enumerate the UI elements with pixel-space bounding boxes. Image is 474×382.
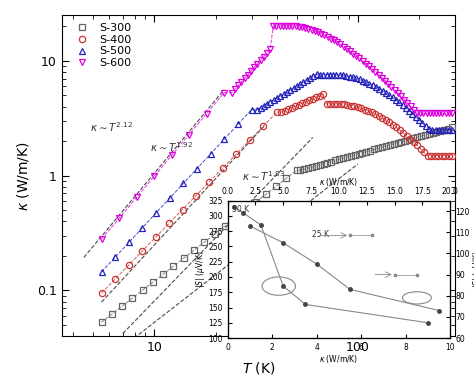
S-400 (373, 112, 378, 117)
S-500 (271, 97, 276, 102)
Y-axis label: $|S|$ ($\mu$V/K): $|S|$ ($\mu$V/K) (471, 251, 474, 288)
S-300 (273, 184, 279, 189)
S-400 (320, 92, 326, 97)
Y-axis label: $|S|$ ($\mu$V/K): $|S|$ ($\mu$V/K) (194, 251, 207, 288)
S-600 (331, 38, 337, 43)
S-500 (99, 270, 104, 274)
S-500 (294, 84, 300, 89)
S-400 (207, 180, 212, 184)
S-600 (286, 23, 292, 28)
S-300 (201, 240, 207, 244)
S-500 (367, 81, 373, 86)
S-300 (449, 125, 455, 130)
S-300 (99, 320, 104, 324)
Line: S-400: S-400 (99, 91, 455, 296)
S-500 (314, 72, 319, 77)
Text: 50 K: 50 K (232, 204, 249, 214)
S-600 (245, 73, 251, 77)
Text: $\kappa \sim T^{2.12}$: $\kappa \sim T^{2.12}$ (90, 120, 133, 134)
S-300 (253, 200, 258, 205)
Line: S-500: S-500 (99, 71, 455, 275)
Text: $\kappa \sim T^{1.83}$: $\kappa \sim T^{1.83}$ (242, 169, 286, 183)
S-400 (324, 102, 329, 107)
S-300 (294, 168, 300, 173)
S-400 (355, 105, 361, 110)
Text: 25 K: 25 K (312, 230, 329, 238)
S-600 (312, 29, 318, 34)
Text: $\kappa \sim T^{1.38}$: $\kappa \sim T^{1.38}$ (246, 308, 289, 321)
S-400 (341, 102, 347, 107)
X-axis label: $\kappa$ (W/m/K): $\kappa$ (W/m/K) (319, 353, 358, 365)
S-600 (283, 23, 289, 28)
Line: S-600: S-600 (99, 23, 455, 242)
Legend: S-300, S-400, S-500, S-600: S-300, S-400, S-500, S-600 (67, 21, 134, 70)
S-400 (99, 291, 104, 295)
S-400 (376, 114, 382, 118)
S-500 (449, 128, 455, 132)
Y-axis label: $\kappa$ (W/m/K): $\kappa$ (W/m/K) (15, 141, 31, 210)
Text: $\kappa \sim T^{1.92}$: $\kappa \sim T^{1.92}$ (150, 141, 193, 154)
S-500 (350, 75, 356, 80)
S-600 (186, 132, 192, 137)
S-600 (382, 78, 388, 83)
S-400 (449, 153, 455, 158)
S-300 (297, 168, 303, 173)
S-500 (376, 86, 382, 91)
S-600 (449, 111, 455, 116)
X-axis label: $T$ (K): $T$ (K) (242, 359, 275, 376)
S-600 (99, 237, 104, 241)
Line: S-300: S-300 (99, 125, 455, 325)
S-500 (235, 122, 241, 127)
X-axis label: $\kappa$ (W/m/K): $\kappa$ (W/m/K) (319, 176, 358, 188)
S-300 (364, 149, 369, 154)
